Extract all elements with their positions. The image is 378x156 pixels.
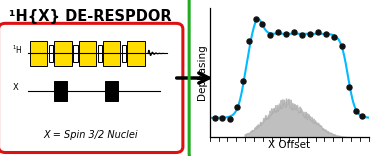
Point — [240, 80, 246, 82]
Point — [339, 45, 345, 47]
Bar — [30, 41, 47, 66]
Bar — [127, 41, 145, 66]
Bar — [79, 41, 96, 66]
Bar — [103, 41, 120, 66]
Point — [331, 35, 337, 38]
Point — [267, 33, 273, 36]
Text: $^1$H: $^1$H — [12, 44, 23, 56]
Point — [220, 116, 226, 119]
Point — [299, 34, 305, 36]
Point — [353, 110, 359, 112]
Point — [323, 33, 329, 35]
Point — [291, 31, 297, 34]
Point — [234, 106, 240, 108]
Point — [315, 31, 321, 34]
Point — [246, 39, 253, 42]
Bar — [54, 41, 71, 66]
Text: ¹H{X} DE-RESPDOR: ¹H{X} DE-RESPDOR — [9, 9, 172, 24]
Bar — [73, 45, 78, 62]
Point — [347, 86, 353, 89]
Bar — [105, 81, 118, 101]
Bar — [98, 45, 102, 62]
Bar — [49, 45, 53, 62]
Point — [275, 31, 281, 34]
Point — [253, 18, 259, 20]
Text: X = Spin 3/2 Nuclei: X = Spin 3/2 Nuclei — [43, 130, 138, 140]
Bar — [54, 81, 67, 101]
Point — [259, 23, 265, 25]
X-axis label: X Offset: X Offset — [268, 140, 310, 150]
Point — [228, 118, 234, 120]
Y-axis label: Dephasing: Dephasing — [197, 45, 207, 100]
Point — [283, 32, 289, 35]
Point — [212, 117, 218, 119]
Point — [307, 32, 313, 35]
Bar — [122, 45, 126, 62]
FancyBboxPatch shape — [0, 23, 183, 153]
Text: X: X — [12, 83, 18, 92]
Point — [359, 115, 365, 117]
